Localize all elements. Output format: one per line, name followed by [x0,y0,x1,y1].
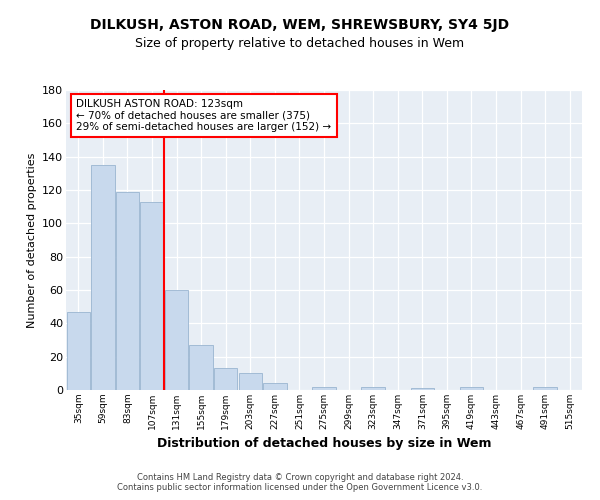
Bar [140,202,164,390]
Bar [313,386,335,390]
Bar [214,368,238,390]
Text: DILKUSH ASTON ROAD: 123sqm
← 70% of detached houses are smaller (375)
29% of sem: DILKUSH ASTON ROAD: 123sqm ← 70% of deta… [76,99,331,132]
Bar [239,374,262,390]
X-axis label: Distribution of detached houses by size in Wem: Distribution of detached houses by size … [157,438,491,450]
Bar [533,386,557,390]
Bar [460,386,483,390]
Y-axis label: Number of detached properties: Number of detached properties [26,152,37,328]
Bar [190,345,213,390]
Text: DILKUSH, ASTON ROAD, WEM, SHREWSBURY, SY4 5JD: DILKUSH, ASTON ROAD, WEM, SHREWSBURY, SY… [91,18,509,32]
Bar [410,388,434,390]
Bar [91,165,115,390]
Bar [361,386,385,390]
Bar [67,312,90,390]
Bar [116,192,139,390]
Bar [263,384,287,390]
Text: Size of property relative to detached houses in Wem: Size of property relative to detached ho… [136,38,464,51]
Bar [165,290,188,390]
Text: Contains HM Land Registry data © Crown copyright and database right 2024.
Contai: Contains HM Land Registry data © Crown c… [118,473,482,492]
